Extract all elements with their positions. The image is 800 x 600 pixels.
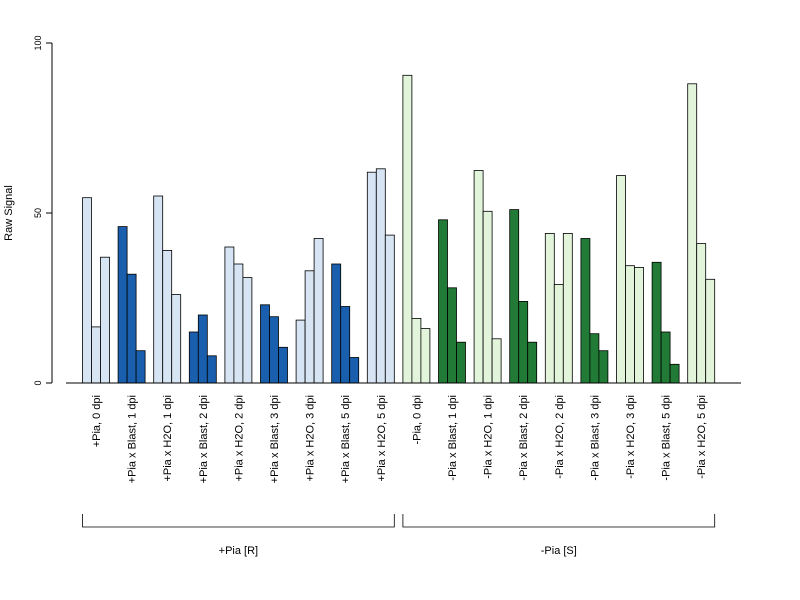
x-tick-label: +Pia x H2O, 1 dpi [162, 395, 174, 482]
x-tick-label: +Pia, 0 dpi [91, 395, 103, 447]
bar [340, 306, 351, 384]
bar [269, 316, 279, 384]
bar [402, 74, 413, 384]
bar [313, 238, 324, 384]
bar [438, 219, 448, 384]
bar [295, 319, 306, 384]
x-tick-label: -Pia x H2O, 1 dpi [483, 395, 495, 479]
bar [366, 171, 377, 384]
bar [687, 83, 698, 384]
bar [375, 168, 386, 384]
bar [420, 328, 431, 384]
x-tick-label: -Pia x Blast, 5 dpi [661, 395, 673, 481]
x-tick-label: -Pia x Blast, 3 dpi [589, 395, 601, 481]
y-axis: 0 50 100 [33, 35, 53, 386]
bar [153, 195, 164, 384]
bar [162, 249, 173, 384]
bar [188, 331, 199, 384]
group-bracket [402, 514, 716, 528]
x-tick-labels: +Pia, 0 dpi +Pia x Blast, 1 dpi +Pia x H2O… [91, 395, 708, 483]
x-tick-label: -Pia, 0 dpi [411, 395, 423, 445]
x-tick-label: -Pia x H2O, 2 dpi [554, 395, 566, 479]
bar [491, 338, 502, 384]
bar [696, 243, 707, 384]
bar [260, 304, 270, 384]
y-tick-label: 100 [33, 35, 43, 50]
bar [580, 238, 591, 384]
bar [660, 331, 671, 384]
bar [384, 234, 395, 384]
bar [456, 341, 466, 384]
bar [553, 283, 564, 384]
x-tick-label: +Pia x Blast, 2 dpi [198, 395, 210, 483]
group-bracket [82, 514, 395, 528]
bar [589, 333, 600, 384]
bar [482, 210, 493, 384]
bar [625, 265, 635, 384]
bar [634, 266, 644, 384]
bar [126, 273, 137, 384]
bar [349, 357, 360, 384]
x-tick-label: -Pia x H2O, 3 dpi [625, 395, 637, 479]
group-label: +Pia [R] [219, 545, 258, 557]
x-tick-label: -Pia x Blast, 1 dpi [447, 395, 459, 481]
group-label: -Pia [S] [541, 545, 577, 557]
bar [206, 355, 217, 384]
bar [242, 277, 253, 384]
bar [135, 350, 146, 384]
bar [233, 263, 244, 384]
bar [331, 263, 342, 384]
y-tick-label: 50 [33, 208, 43, 218]
x-tick-label: +Pia x H2O, 3 dpi [305, 395, 317, 482]
x-tick-label: +Pia x Blast, 1 dpi [127, 395, 139, 483]
x-tick-label: -Pia x Blast, 2 dpi [518, 395, 530, 481]
bar [411, 317, 422, 384]
bar [598, 350, 609, 384]
y-axis-label: Raw Signal [3, 185, 15, 241]
bar [447, 287, 457, 384]
bar [473, 170, 484, 384]
bar [82, 197, 92, 384]
bar [518, 300, 529, 384]
x-tick-label: +Pia x H2O, 2 dpi [233, 395, 245, 482]
x-tick-label: -Pia x H2O, 5 dpi [696, 395, 708, 479]
bar [224, 246, 235, 384]
bar [304, 270, 315, 384]
bar [651, 261, 662, 384]
bar [100, 256, 110, 384]
bar [509, 209, 520, 384]
x-tick-label: +Pia x H2O, 5 dpi [376, 395, 388, 482]
x-tick-label: +Pia x Blast, 5 dpi [340, 395, 352, 483]
group-brackets: +Pia [R] -Pia [S] [82, 514, 716, 557]
y-tick-label: 0 [33, 380, 43, 385]
bars [82, 74, 716, 384]
bar [91, 326, 101, 384]
bar [669, 363, 680, 384]
bar [527, 341, 538, 384]
bar [544, 232, 555, 384]
x-tick-label: +Pia x Blast, 3 dpi [269, 395, 281, 483]
bar [197, 314, 208, 384]
bar [616, 175, 626, 384]
bar [171, 294, 182, 384]
bar [562, 232, 573, 384]
bar [278, 346, 288, 384]
bar [117, 226, 128, 384]
bar [705, 278, 716, 384]
